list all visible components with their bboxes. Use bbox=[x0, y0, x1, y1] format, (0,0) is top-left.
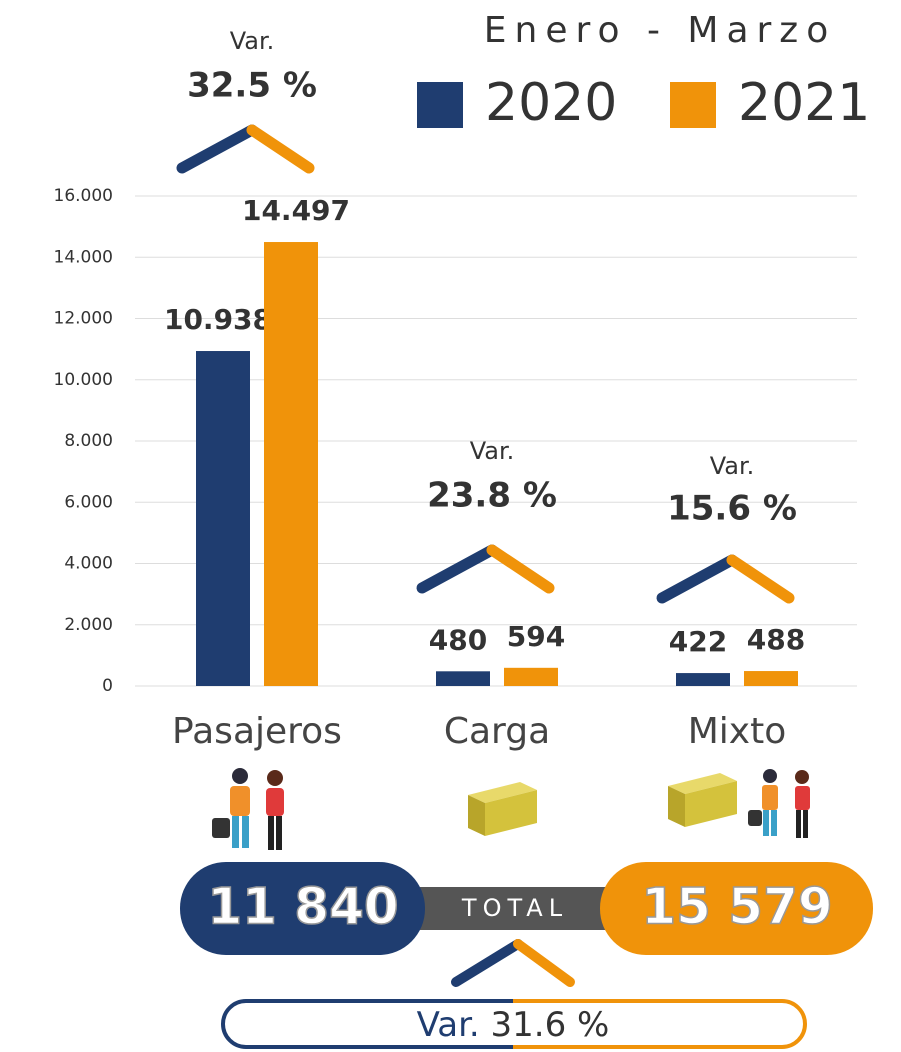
variation-label: Var. bbox=[470, 437, 515, 465]
x-tick-label: Pasajeros bbox=[172, 711, 342, 752]
value-label: 14.497 bbox=[242, 194, 350, 227]
var-pill-right bbox=[513, 999, 807, 1049]
chart-title: Enero - Marzo bbox=[484, 10, 836, 51]
total-2021: 15 579 bbox=[641, 878, 832, 936]
legend-label: 2021 bbox=[738, 73, 870, 133]
chevron-down bbox=[513, 939, 575, 987]
bar bbox=[264, 242, 318, 687]
bar bbox=[196, 351, 250, 686]
y-tick-label: 8.000 bbox=[64, 431, 113, 451]
bar bbox=[676, 673, 730, 686]
variation-value: 32.5 % bbox=[187, 66, 317, 106]
variation-label: Var. bbox=[710, 452, 755, 480]
people-icon bbox=[748, 769, 810, 838]
chevron-up bbox=[656, 554, 738, 604]
total-pill-2020 bbox=[180, 862, 425, 955]
bar bbox=[436, 671, 490, 686]
var-value: 31.6 % bbox=[491, 1005, 610, 1045]
total-band bbox=[420, 887, 610, 930]
chevron-down bbox=[726, 554, 795, 604]
x-tick-label: Carga bbox=[444, 711, 550, 752]
people-icon bbox=[212, 768, 284, 850]
chevron-up bbox=[451, 939, 523, 987]
y-tick-label: 12.000 bbox=[54, 309, 113, 329]
legend-label: 2020 bbox=[485, 73, 617, 133]
chevron-up bbox=[176, 124, 258, 174]
x-tick-label: Mixto bbox=[688, 711, 787, 752]
var-pill-left bbox=[221, 999, 513, 1049]
total-label: TOTAL bbox=[461, 894, 568, 922]
variation-value: 23.8 % bbox=[427, 476, 557, 516]
var-prefix: Var. bbox=[417, 1005, 480, 1045]
y-tick-label: 0 bbox=[102, 676, 113, 696]
y-tick-label: 14.000 bbox=[54, 247, 113, 267]
chevron-down bbox=[246, 124, 315, 174]
legend-swatch bbox=[417, 82, 463, 128]
total-variation: Var. 31.6 % bbox=[417, 1005, 610, 1045]
y-tick-label: 6.000 bbox=[64, 492, 113, 512]
y-tick-label: 4.000 bbox=[64, 554, 113, 574]
variation-value: 15.6 % bbox=[667, 489, 797, 529]
total-2020: 11 840 bbox=[207, 878, 398, 936]
value-label: 422 bbox=[669, 625, 727, 658]
bar bbox=[744, 671, 798, 686]
value-label: 10.938 bbox=[164, 303, 272, 336]
y-tick-label: 16.000 bbox=[54, 186, 113, 206]
total-pill-2021 bbox=[600, 862, 873, 955]
y-tick-label: 10.000 bbox=[54, 370, 113, 390]
container-icon bbox=[468, 782, 537, 836]
value-label: 480 bbox=[429, 623, 487, 656]
value-label: 594 bbox=[507, 620, 565, 653]
value-label: 488 bbox=[747, 623, 805, 656]
variation-label: Var. bbox=[230, 27, 275, 55]
container-icon bbox=[668, 773, 737, 827]
legend-swatch bbox=[670, 82, 716, 128]
chevron-down bbox=[486, 544, 555, 594]
chevron-up bbox=[416, 544, 498, 594]
bar bbox=[504, 667, 558, 686]
y-tick-label: 2.000 bbox=[64, 615, 113, 635]
